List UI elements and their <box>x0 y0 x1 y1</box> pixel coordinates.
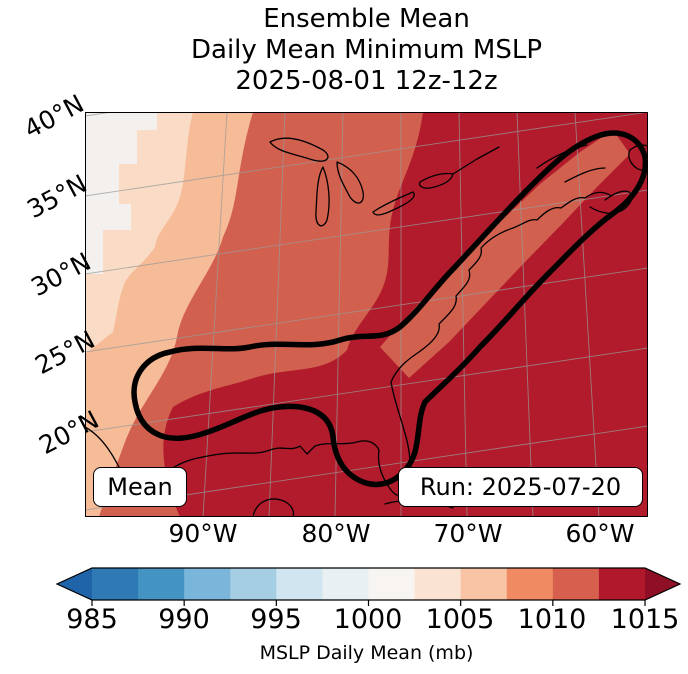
graticule <box>85 112 648 517</box>
title-line-1: Ensemble Mean <box>263 4 470 34</box>
mean-annotation-box: Mean <box>93 467 187 507</box>
colorbar-tick-marks <box>91 600 646 606</box>
colorbar-tick-label: 1010 <box>517 604 587 635</box>
title-line-2: Daily Mean Minimum MSLP <box>190 35 542 65</box>
colorbar-segment <box>460 568 508 600</box>
colorbar-over-arrow <box>645 568 680 600</box>
mean-annotation-label: Mean <box>107 473 173 501</box>
figure-title: Ensemble Mean Daily Mean Minimum MSLP 20… <box>85 4 648 97</box>
title-line-3: 2025-08-01 12z-12z <box>235 66 498 96</box>
colorbar-under-arrow <box>57 568 92 600</box>
colorbar-tick-label: 1015 <box>610 604 680 635</box>
mslp-map <box>85 112 648 517</box>
colorbar-tick-label: 1005 <box>425 604 495 635</box>
run-annotation-box: Run: 2025-07-20 <box>398 467 643 507</box>
colorbar-tick-label: 990 <box>158 604 210 635</box>
colorbar-segment <box>552 568 600 600</box>
fill-region-near-white <box>85 112 157 274</box>
colorbar-segment <box>598 568 645 600</box>
lat-axis-label-40n: 40°N <box>19 88 89 145</box>
ensemble-contour <box>131 130 648 488</box>
colorbar-tick-label: 1000 <box>333 604 403 635</box>
lat-axis-label-35n: 35°N <box>22 168 92 225</box>
colorbar-segment <box>276 568 323 600</box>
lon-axis-label-70w: 70°W <box>433 519 503 548</box>
colorbar-segment <box>230 568 277 600</box>
map-frame <box>85 112 648 517</box>
colorbar-segment <box>184 568 231 600</box>
colorbar-tick-label: 995 <box>250 604 302 635</box>
colorbar-segment <box>138 568 185 600</box>
run-annotation-label: Run: 2025-07-20 <box>419 473 622 501</box>
lon-axis-label-60w: 60°W <box>565 519 635 548</box>
colorbar-segment <box>506 568 554 600</box>
lon-axis-label-90w: 90°W <box>168 519 238 548</box>
lon-axis-label-80w: 80°W <box>301 519 371 548</box>
colorbar <box>55 567 682 606</box>
colorbar-segment <box>322 568 370 600</box>
colorbar-tick-label: 985 <box>66 604 118 635</box>
colorbar-segment <box>414 568 462 600</box>
colorbar-segment <box>368 568 416 600</box>
map-svg <box>85 112 648 517</box>
colorbar-axis-label: MSLP Daily Mean (mb) <box>259 642 474 664</box>
colorbar-segment <box>92 568 139 600</box>
fill-region-salmon-coastal-corridor <box>380 130 630 378</box>
